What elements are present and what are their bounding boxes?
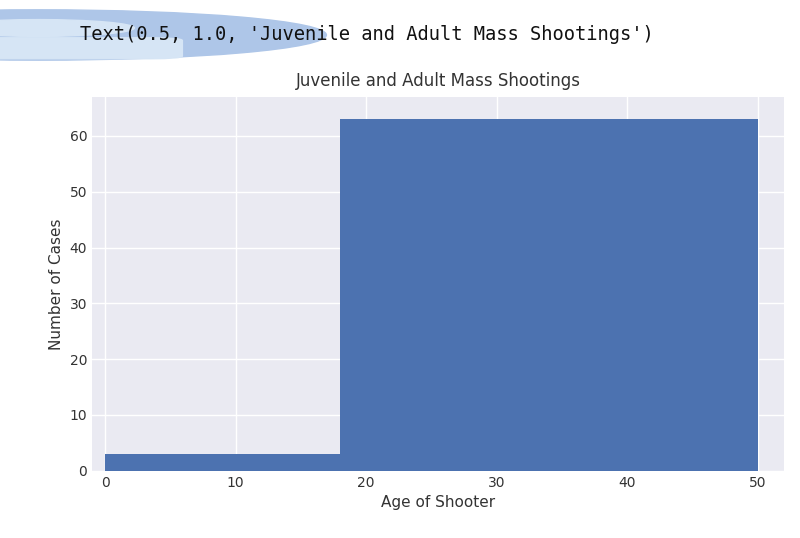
FancyBboxPatch shape: [0, 38, 182, 59]
X-axis label: Age of Shooter: Age of Shooter: [381, 495, 495, 510]
Text: Text(0.5, 1.0, 'Juvenile and Adult Mass Shootings'): Text(0.5, 1.0, 'Juvenile and Adult Mass …: [80, 25, 654, 45]
Title: Juvenile and Adult Mass Shootings: Juvenile and Adult Mass Shootings: [295, 72, 581, 90]
Bar: [105, 454, 340, 471]
Y-axis label: Number of Cases: Number of Cases: [49, 218, 64, 350]
Circle shape: [0, 10, 326, 60]
Circle shape: [0, 19, 134, 37]
Bar: [340, 119, 758, 471]
